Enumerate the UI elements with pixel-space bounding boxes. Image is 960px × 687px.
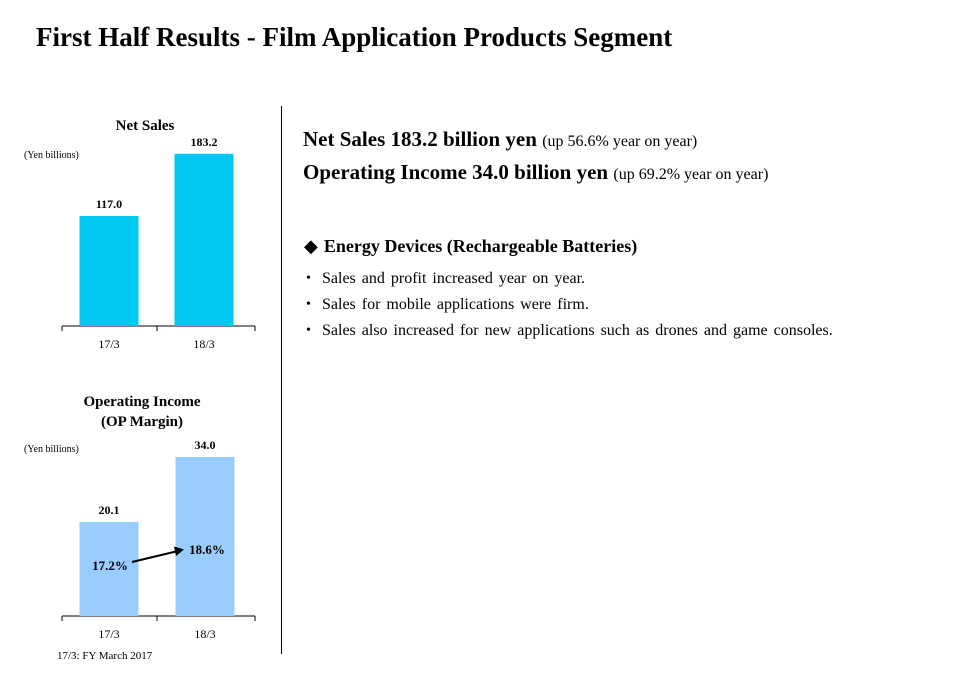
data-label: 117.0	[96, 197, 122, 211]
net-sales-summary: Net Sales 183.2 billion yen (up 56.6% ye…	[303, 124, 768, 157]
op-margin-label: 17.2%	[92, 558, 128, 573]
vertical-divider	[281, 106, 282, 654]
operating-income-chart: 20.1 17/3 34.0 18/3 17.2% 18.6%	[61, 438, 256, 641]
margin-trend-arrowhead	[174, 546, 184, 556]
x-tick-label: 17/3	[98, 627, 119, 641]
bar-18-3	[174, 153, 234, 326]
net-sales-chart-title: Net Sales	[115, 118, 175, 134]
diamond-bullet-icon: ◆	[304, 236, 318, 256]
op-margin-label: 18.6%	[189, 542, 225, 557]
net-sales-summary-change: (up 56.6% year on year)	[542, 133, 698, 150]
data-label: 34.0	[195, 438, 216, 452]
operating-income-summary-value: Operating Income 34.0 billion yen	[303, 160, 609, 184]
operating-income-summary: Operating Income 34.0 billion yen (up 69…	[303, 157, 768, 190]
bullet-item: Sales also increased for new application…	[306, 318, 906, 344]
slide-title: First Half Results - Film Application Pr…	[36, 22, 673, 52]
bar-17-3	[79, 216, 139, 326]
net-sales-summary-value: Net Sales 183.2 billion yen	[303, 127, 537, 151]
operating-income-summary-change: (up 69.2% year on year)	[613, 166, 769, 183]
net-sales-chart: 117.0 17/3 183.2 18/3	[61, 135, 256, 351]
bullet-list: Sales and profit increased year on year.…	[306, 266, 906, 344]
data-label: 183.2	[191, 135, 218, 149]
bullet-item: Sales for mobile applications were firm.	[306, 292, 906, 318]
data-label: 20.1	[99, 503, 120, 517]
x-tick-label: 18/3	[194, 627, 215, 641]
section-heading: ◆ Energy Devices (Rechargeable Batteries)	[304, 236, 637, 257]
net-sales-unit-label: (Yen billions)	[24, 150, 79, 161]
x-tick-label: 17/3	[98, 337, 119, 351]
bullet-item: Sales and profit increased year on year.	[306, 266, 906, 292]
results-summary: Net Sales 183.2 billion yen (up 56.6% ye…	[303, 124, 768, 190]
footnote: 17/3: FY March 2017	[57, 650, 153, 662]
operating-income-subtitle: (OP Margin)	[100, 414, 184, 430]
operating-income-unit-label: (Yen billions)	[24, 444, 79, 455]
operating-income-chart-title: Operating Income (OP Margin)	[62, 392, 222, 432]
margin-trend-arrow-line	[131, 550, 179, 563]
section-heading-text: Energy Devices (Rechargeable Batteries)	[323, 236, 638, 256]
bar-18-3	[175, 457, 235, 616]
operating-income-title: Operating Income	[83, 394, 201, 410]
x-tick-label: 18/3	[193, 337, 214, 351]
bar-17-3	[79, 522, 139, 616]
